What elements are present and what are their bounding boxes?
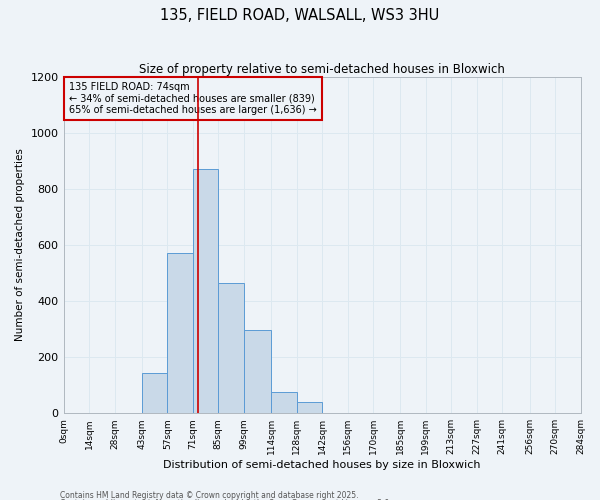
Bar (271, 392, 296, 413)
Bar (218, 283, 244, 413)
Text: Contains HM Land Registry data © Crown copyright and database right 2025.: Contains HM Land Registry data © Crown c… (60, 490, 359, 500)
Text: 135 FIELD ROAD: 74sqm
← 34% of semi-detached houses are smaller (839)
65% of sem: 135 FIELD ROAD: 74sqm ← 34% of semi-deta… (69, 82, 317, 116)
Title: Size of property relative to semi-detached houses in Bloxwich: Size of property relative to semi-detach… (139, 62, 505, 76)
Bar (296, 402, 322, 413)
Text: 135, FIELD ROAD, WALSALL, WS3 3HU: 135, FIELD ROAD, WALSALL, WS3 3HU (160, 8, 440, 22)
Bar (115, 412, 142, 413)
Bar (193, 169, 218, 413)
Bar (142, 372, 167, 413)
Bar (167, 254, 193, 413)
Bar (244, 330, 271, 413)
Y-axis label: Number of semi-detached properties: Number of semi-detached properties (15, 148, 25, 342)
X-axis label: Distribution of semi-detached houses by size in Bloxwich: Distribution of semi-detached houses by … (163, 460, 481, 470)
